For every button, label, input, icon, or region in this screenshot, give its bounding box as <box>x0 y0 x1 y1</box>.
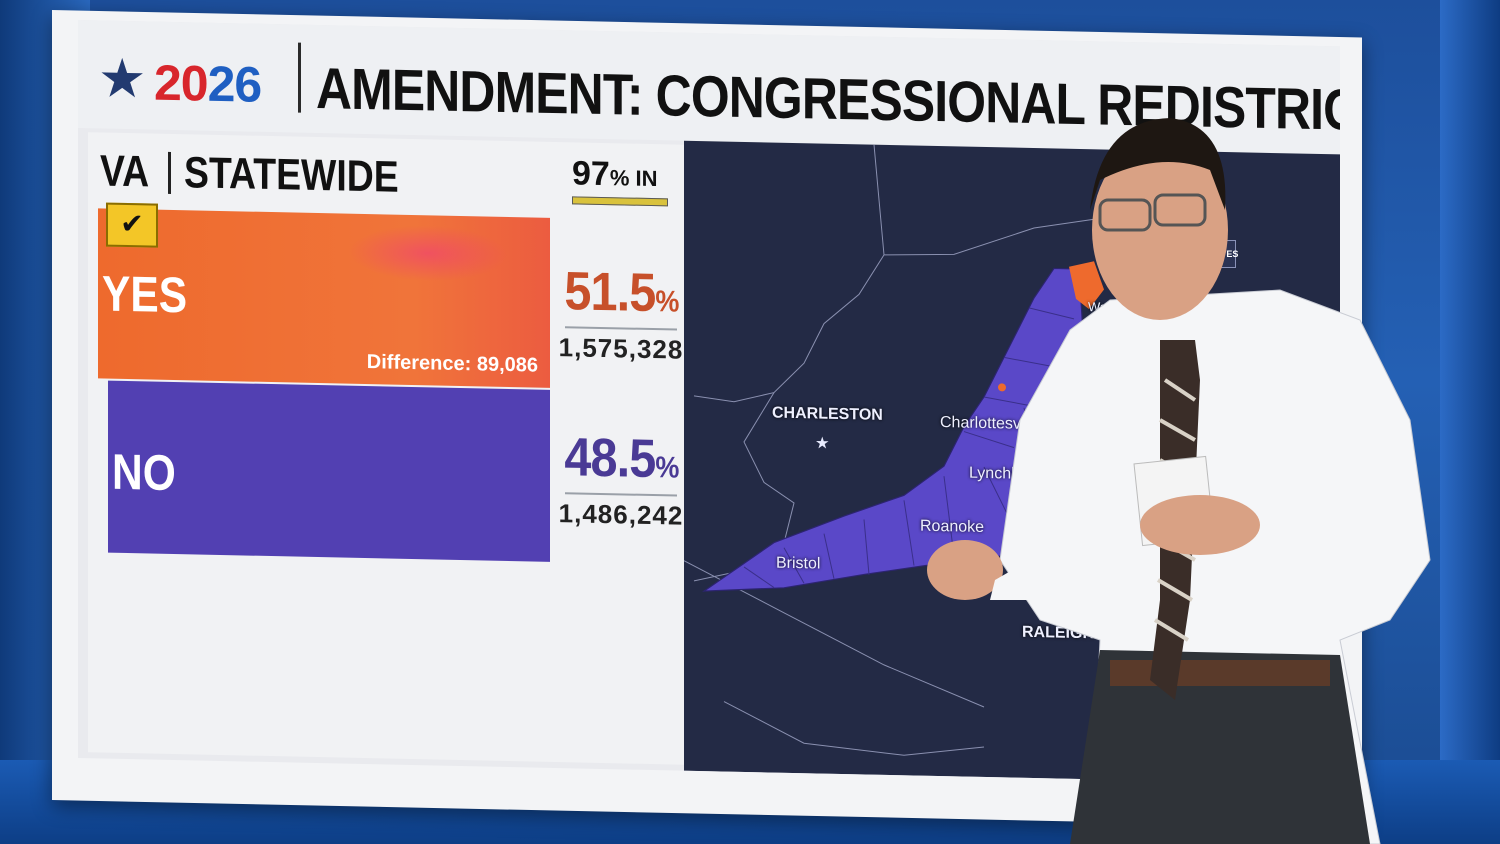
result-stats-yes: 51.5% 1,575,328 <box>558 260 684 366</box>
result-divider <box>565 326 677 331</box>
check-icon: ✔ <box>106 202 158 248</box>
city-label: Charlottesvil <box>940 414 1029 433</box>
capital-star-icon: ★ <box>816 434 829 450</box>
logo-year: 2026 <box>154 54 262 113</box>
city-label: Bristol <box>776 554 821 573</box>
difference-label: Difference: 89,086 <box>366 351 538 377</box>
city-label: RALEIGH <box>1022 623 1094 643</box>
studio-wall-right <box>1440 0 1500 844</box>
percent-yes: 51.5% <box>564 261 679 324</box>
votes-yes: 1,575,328 <box>558 332 684 365</box>
result-stats-no: 48.5% 1,486,242 <box>558 426 684 532</box>
county-map[interactable]: ★ CHARLESTON Charlottesvil Lynchb Roanok… <box>684 140 1340 785</box>
race-header-divider <box>168 151 171 194</box>
city-label: Roanoke <box>920 517 985 536</box>
race-header: VA STATEWIDE 97% IN <box>88 132 684 216</box>
option-label-no: NO <box>112 443 176 502</box>
option-label-yes: YES <box>102 265 188 324</box>
percent-no: 48.5% <box>564 427 679 490</box>
map-svg: ★ <box>684 144 1165 756</box>
election-logo: ★ 2026 <box>98 38 288 112</box>
election-display: ★ 2026 AMENDMENT: CONGRESSIONAL REDISTRI… <box>78 20 1340 785</box>
highlight-glow <box>348 223 508 284</box>
votes-no: 1,486,242 <box>558 498 684 531</box>
star-icon: ★ <box>98 46 147 111</box>
scope-label: STATEWIDE <box>184 148 399 202</box>
state-label: VA <box>100 146 150 197</box>
city-label: CHARLESTON <box>772 404 883 424</box>
initiatives-button[interactable]: INITIATIVES <box>1186 240 1238 268</box>
page-title: AMENDMENT: CONGRESSIONAL REDISTRICTING <box>316 55 1340 146</box>
results-panel: VA STATEWIDE 97% IN ✔ YES Difference: 89… <box>88 132 684 765</box>
city-label: Wash <box>1088 299 1121 315</box>
city-label: Lynchb <box>969 464 1020 483</box>
result-divider <box>565 492 677 497</box>
reporting-progress-bar <box>572 196 668 207</box>
header-divider <box>298 42 301 113</box>
percent-reporting: 97% IN <box>572 154 658 194</box>
result-bar-no[interactable]: NO <box>108 380 550 562</box>
